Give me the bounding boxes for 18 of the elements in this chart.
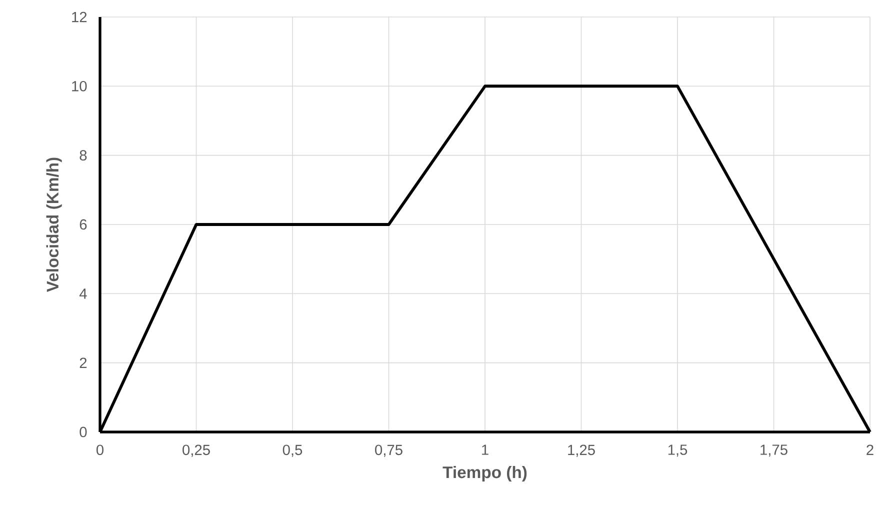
y-tick-label: 2 bbox=[80, 358, 87, 368]
x-tick-label: 0,5 bbox=[282, 444, 302, 457]
y-tick-label: 10 bbox=[72, 80, 87, 92]
x-tick-label: 2 bbox=[866, 444, 874, 455]
y-tick-label: 12 bbox=[72, 12, 87, 22]
x-tick-label: 1,75 bbox=[760, 444, 788, 457]
x-tick-label: 1 bbox=[482, 444, 488, 455]
y-tick-label: 8 bbox=[80, 150, 87, 161]
y-tick-label: 0 bbox=[80, 426, 87, 438]
x-tick-label: 0,75 bbox=[375, 444, 402, 457]
x-tick-label: 1,25 bbox=[568, 444, 595, 457]
x-tick-label: 0,25 bbox=[182, 444, 210, 457]
y-axis-title: Velocidad (Km/h) bbox=[46, 158, 62, 292]
y-tick-label: 4 bbox=[79, 288, 87, 299]
x-tick-label: 1,5 bbox=[668, 444, 688, 457]
x-axis-title: Tiempo (h) bbox=[442, 466, 527, 482]
y-tick-label: 6 bbox=[80, 219, 87, 230]
x-tick-label: 0 bbox=[96, 444, 104, 456]
